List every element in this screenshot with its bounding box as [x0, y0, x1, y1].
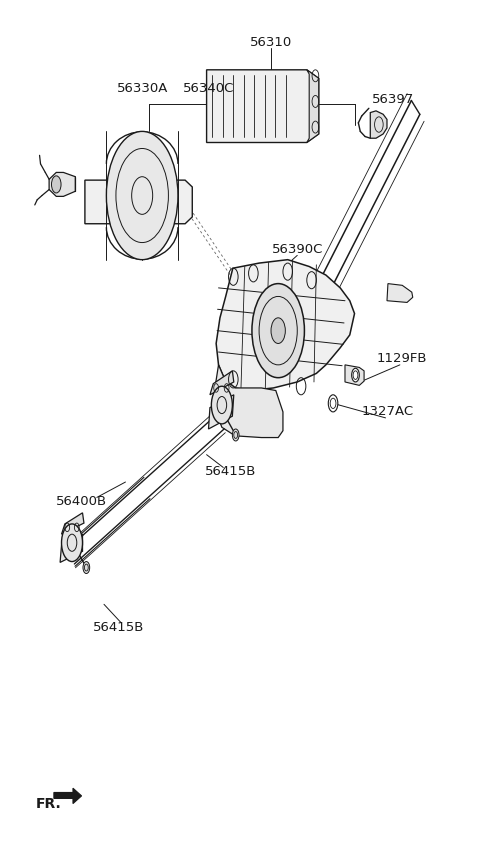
Text: 56310: 56310 [250, 36, 292, 49]
Circle shape [51, 176, 61, 193]
Polygon shape [85, 180, 192, 224]
Text: 56400B: 56400B [56, 495, 107, 508]
Polygon shape [370, 111, 387, 138]
Circle shape [252, 284, 304, 378]
Circle shape [232, 429, 239, 441]
Text: 56330A: 56330A [117, 82, 168, 95]
Text: 56415B: 56415B [205, 465, 256, 478]
Circle shape [328, 395, 338, 412]
Text: 1129FB: 1129FB [377, 353, 428, 366]
Text: 56390C: 56390C [272, 243, 323, 256]
Polygon shape [387, 284, 413, 302]
Polygon shape [206, 69, 319, 142]
Circle shape [271, 317, 285, 343]
Polygon shape [60, 535, 83, 562]
Polygon shape [49, 172, 75, 196]
Polygon shape [210, 371, 234, 395]
Polygon shape [208, 395, 234, 429]
Text: 1327AC: 1327AC [362, 405, 414, 419]
Polygon shape [54, 789, 82, 804]
Circle shape [211, 386, 232, 424]
Polygon shape [307, 69, 319, 142]
Text: 56397: 56397 [372, 94, 414, 106]
Text: 56340C: 56340C [183, 82, 235, 95]
Circle shape [61, 524, 83, 561]
Circle shape [107, 131, 178, 260]
Polygon shape [216, 260, 355, 390]
Polygon shape [345, 365, 364, 385]
Text: 56415B: 56415B [93, 621, 144, 634]
Circle shape [83, 561, 90, 573]
Polygon shape [215, 365, 283, 438]
Polygon shape [61, 513, 84, 535]
Text: FR.: FR. [36, 796, 61, 811]
Circle shape [352, 368, 360, 382]
